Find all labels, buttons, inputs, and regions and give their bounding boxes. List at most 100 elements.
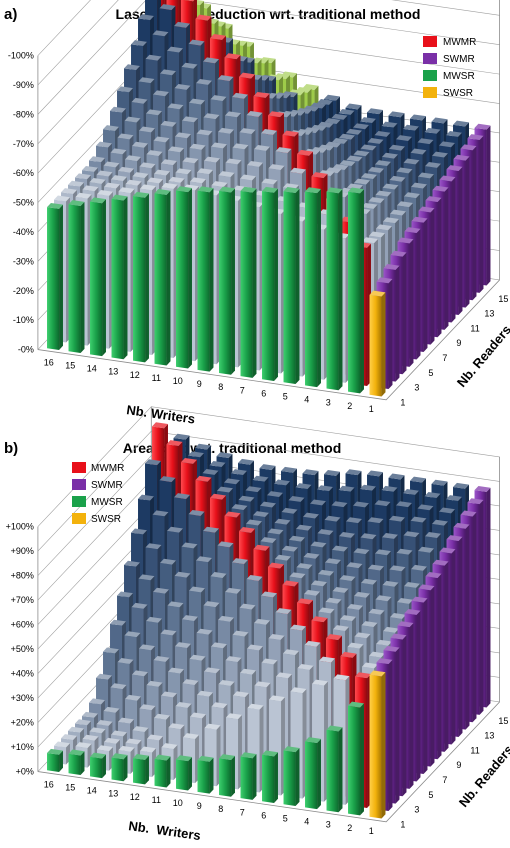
- bar-mwsr: [241, 187, 257, 378]
- reader-tick-label: 11: [470, 323, 479, 333]
- bar-side-face: [473, 146, 477, 300]
- bar-side-face: [124, 755, 128, 781]
- z-tick-label: -60%: [13, 168, 34, 178]
- bar-side-face: [382, 672, 386, 818]
- bar-mwsr: [262, 751, 278, 803]
- bar-side-face: [396, 266, 400, 382]
- z-tick-label: -0%: [18, 345, 34, 355]
- bar-side-face: [389, 660, 393, 811]
- bar-front-face: [241, 756, 253, 799]
- bar-side-face: [424, 598, 428, 774]
- bar-side-face: [102, 754, 106, 778]
- bar-mwsr: [327, 187, 343, 390]
- bar-side-face: [296, 748, 300, 806]
- bar-side-face: [389, 279, 393, 389]
- bar-front-face: [133, 196, 145, 362]
- bar-front-face: [69, 754, 81, 775]
- bar-side-face: [167, 191, 171, 366]
- writer-tick-label: 2: [347, 823, 352, 833]
- panel-b: b) Area cost wrt. traditional method +10…: [4, 407, 510, 843]
- bar-front-face: [176, 190, 188, 368]
- panel-b-letter: b): [4, 440, 18, 457]
- panel-a-letter: a): [4, 6, 17, 23]
- bar-front-face: [90, 202, 102, 357]
- z-tick-label: -70%: [13, 139, 34, 149]
- writer-tick-label: 11: [152, 795, 161, 805]
- bar-mwsr: [348, 702, 364, 816]
- z-tick-label: +70%: [11, 595, 34, 605]
- bar-front-face: [112, 199, 124, 359]
- bar-side-face: [445, 188, 449, 330]
- z-tick-label: -30%: [13, 256, 34, 266]
- z-tick-label: +50%: [11, 644, 34, 654]
- bar-mwsr: [69, 200, 85, 353]
- panel-a: a) Laser power reduction wrt. traditiona…: [4, 0, 510, 427]
- panel-a-z-ticks: -100%-90%-80%-70%-60%-50%-40%-30%-20%-10…: [8, 51, 34, 355]
- legend-b-mwmr-label: MWMR: [91, 463, 124, 474]
- bar-mwsr: [305, 187, 321, 387]
- writer-tick-label: 13: [108, 367, 118, 377]
- bar-mwsr: [176, 186, 192, 368]
- z-tick-label: +80%: [11, 571, 34, 581]
- bar-side-face: [253, 754, 257, 800]
- bar-side-face: [403, 635, 407, 796]
- reader-tick-label: 7: [442, 775, 447, 785]
- legend-a-swmr-swatch: [423, 53, 437, 64]
- bar-side-face: [438, 574, 442, 759]
- bar-side-face: [145, 756, 149, 785]
- writer-tick-label: 9: [197, 801, 202, 811]
- bar-side-face: [410, 239, 414, 367]
- writer-tick-label: 6: [261, 388, 266, 398]
- bar-mwsr: [133, 192, 149, 363]
- bar-front-face: [348, 192, 360, 394]
- bar-side-face: [317, 739, 321, 809]
- reader-tick-label: 11: [470, 745, 479, 755]
- bar-side-face: [473, 512, 477, 722]
- reader-tick-label: 15: [498, 716, 508, 726]
- writer-tick-label: 8: [218, 382, 223, 392]
- bar-front-face: [262, 755, 274, 803]
- bar-side-face: [360, 703, 364, 815]
- reader-tick-label: 13: [484, 731, 494, 741]
- bar-front-face: [370, 675, 382, 819]
- bar-side-face: [231, 756, 235, 797]
- bar-front-face: [305, 191, 317, 387]
- bar-front-face: [69, 204, 81, 353]
- writer-tick-label: 10: [173, 798, 183, 808]
- bar-front-face: [198, 760, 210, 794]
- bar-mwsr: [155, 755, 171, 788]
- legend-b-swsr-swatch: [72, 513, 86, 524]
- bar-side-face: [403, 252, 407, 374]
- z-tick-label: +20%: [11, 718, 34, 728]
- bar-side-face: [438, 198, 442, 337]
- bar-side-face: [480, 136, 484, 293]
- bar-side-face: [231, 188, 235, 374]
- reader-tick-label: 3: [414, 383, 419, 393]
- z-tick-label: +10%: [11, 742, 34, 752]
- bar-front-face: [348, 706, 360, 816]
- bar-side-face: [445, 561, 449, 751]
- bar-mwsr: [47, 749, 63, 772]
- z-tick-label: +90%: [11, 546, 34, 556]
- writer-tick-label: 16: [44, 779, 54, 789]
- bar-front-face: [112, 757, 124, 781]
- bar-side-face: [360, 189, 364, 393]
- writer-tick-label: 11: [152, 373, 161, 383]
- bar-mwsr: [90, 753, 106, 778]
- z-tick-label: +60%: [11, 620, 34, 630]
- bar-side-face: [452, 177, 456, 322]
- reader-tick-label: 7: [442, 353, 447, 363]
- reader-tick-label: 5: [428, 368, 433, 378]
- z-tick-label: -10%: [13, 315, 34, 325]
- reader-tick-label: 13: [484, 309, 494, 319]
- panel-b-legend: MWMR SWMR MWSR SWSR: [72, 462, 124, 525]
- legend-a-swmr-label: SWMR: [443, 54, 475, 65]
- bar-side-face: [274, 189, 278, 381]
- bar-mwsr: [219, 754, 235, 797]
- writer-tick-label: 10: [173, 376, 183, 386]
- legend-b-swmr-swatch: [72, 479, 86, 490]
- bar-front-face: [284, 750, 296, 806]
- bar-front-face: [47, 753, 59, 772]
- reader-tick-label: 3: [414, 805, 419, 815]
- bar-swsr: [370, 291, 386, 397]
